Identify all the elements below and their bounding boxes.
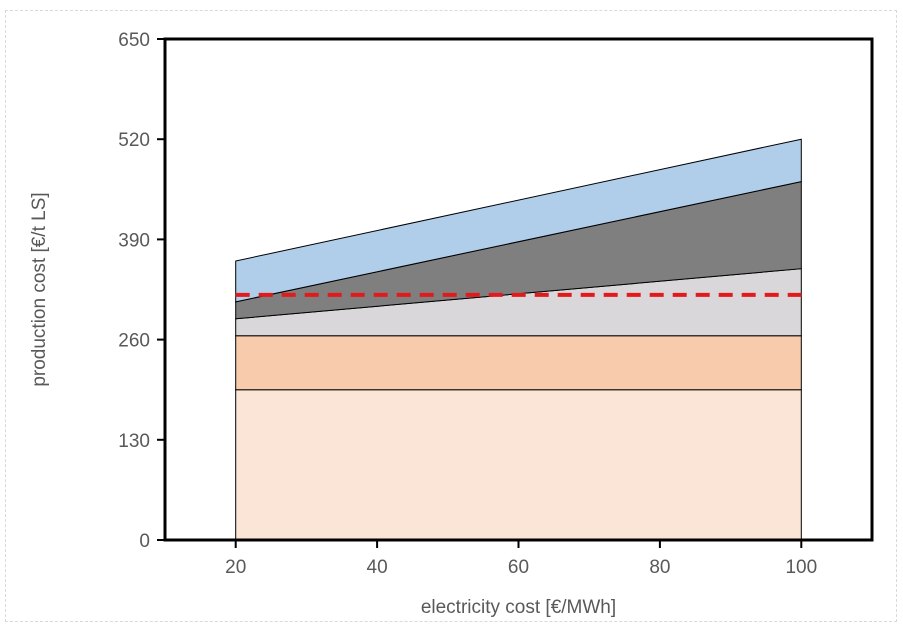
area-layer-1 bbox=[235, 389, 802, 541]
x-tick-label: 80 bbox=[649, 557, 670, 578]
y-axis-title: production cost [€/t LS] bbox=[29, 192, 50, 386]
x-axis-ticks: 20 40 60 80 100 bbox=[225, 540, 817, 578]
y-tick-label: 390 bbox=[118, 230, 150, 251]
y-tick-label: 0 bbox=[139, 531, 150, 552]
y-tick-label: 130 bbox=[118, 431, 150, 452]
x-tick-label: 20 bbox=[225, 557, 246, 578]
y-tick-label: 520 bbox=[118, 130, 150, 151]
x-tick-label: 40 bbox=[367, 557, 388, 578]
x-axis-title: electricity cost [€/MWh] bbox=[421, 597, 616, 618]
chart-frame bbox=[5, 10, 897, 622]
x-tick-label: 60 bbox=[508, 557, 529, 578]
x-tick-label: 100 bbox=[785, 557, 817, 578]
area-layer-5 bbox=[235, 138, 802, 303]
y-tick-label: 650 bbox=[118, 30, 150, 51]
area-layer-2 bbox=[235, 335, 802, 391]
y-tick-label: 260 bbox=[118, 331, 150, 352]
stacked-areas bbox=[235, 138, 802, 541]
y-axis-ticks: 0 130 260 390 520 650 bbox=[118, 30, 165, 552]
